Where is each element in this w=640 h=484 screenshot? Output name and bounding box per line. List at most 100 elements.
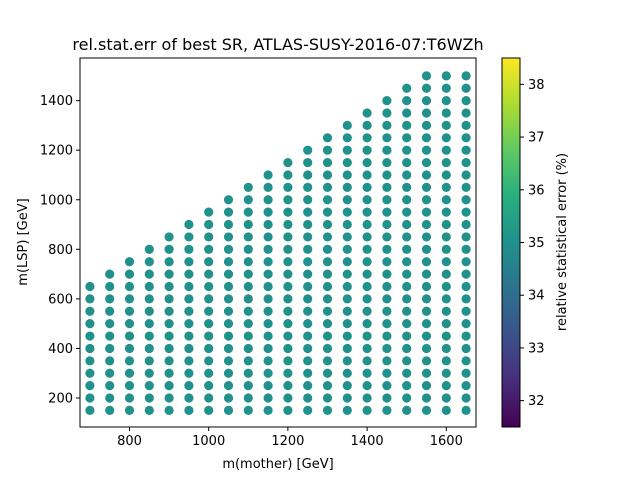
data-point <box>223 343 234 354</box>
data-point <box>184 257 194 267</box>
data-point <box>461 356 471 366</box>
data-point <box>362 331 372 341</box>
data-point <box>263 219 273 230</box>
data-point <box>342 133 352 143</box>
data-point <box>204 207 214 217</box>
data-point <box>204 381 214 391</box>
data-point <box>263 281 273 292</box>
data-point <box>461 182 471 192</box>
data-point <box>322 368 333 378</box>
data-point <box>342 207 352 217</box>
y-axis-ticks: 200 400 600 800 1000 1200 1400 <box>40 94 80 407</box>
data-point <box>204 331 214 341</box>
data-point <box>322 393 333 403</box>
data-point <box>184 319 194 329</box>
data-point <box>402 133 412 143</box>
data-point <box>441 83 451 93</box>
data-point <box>362 319 372 329</box>
data-point <box>402 244 412 254</box>
colorbar <box>501 57 521 428</box>
data-point <box>441 281 451 292</box>
data-point <box>223 269 234 279</box>
data-point <box>263 182 273 192</box>
data-point <box>322 207 333 217</box>
data-point <box>243 281 253 292</box>
data-point <box>461 381 471 391</box>
data-point <box>283 281 293 292</box>
colorbar-tick-label: 35 <box>528 236 545 251</box>
data-point <box>105 306 115 316</box>
data-point <box>382 294 392 304</box>
data-point <box>303 182 313 192</box>
data-point <box>461 368 471 378</box>
x-tick-label: 1600 <box>430 434 463 449</box>
data-point <box>421 108 432 118</box>
data-point <box>402 269 412 279</box>
data-point <box>263 393 273 403</box>
data-point <box>303 269 313 279</box>
data-point <box>421 195 432 205</box>
x-tick-label: 800 <box>117 434 142 449</box>
data-point <box>441 182 451 192</box>
data-point <box>322 182 333 192</box>
data-point <box>342 157 352 168</box>
data-point <box>421 294 432 304</box>
data-point <box>144 405 154 415</box>
data-point <box>342 281 352 292</box>
data-point <box>421 356 432 366</box>
data-point <box>184 381 194 391</box>
data-point <box>243 269 253 279</box>
data-point <box>402 257 412 267</box>
data-point <box>144 257 154 267</box>
data-point <box>402 145 412 155</box>
data-point <box>144 306 154 316</box>
data-point <box>283 393 293 403</box>
data-point <box>223 281 234 292</box>
data-point <box>124 269 135 279</box>
data-point <box>263 368 273 378</box>
data-point <box>223 219 234 230</box>
data-point <box>184 281 194 292</box>
data-point <box>322 356 333 366</box>
data-point <box>322 133 333 143</box>
data-point <box>144 381 154 391</box>
data-point <box>402 294 412 304</box>
data-point <box>124 393 135 403</box>
data-point <box>342 120 352 131</box>
data-point <box>243 405 253 415</box>
data-point <box>184 306 194 316</box>
data-point <box>263 244 273 254</box>
data-point <box>204 232 214 242</box>
data-point <box>85 381 95 391</box>
data-point <box>243 306 253 316</box>
data-point <box>421 170 432 180</box>
data-point <box>362 244 372 254</box>
data-point <box>124 281 135 292</box>
data-point <box>342 393 352 403</box>
data-point <box>322 343 333 354</box>
data-point <box>243 393 253 403</box>
data-point <box>421 71 432 81</box>
data-point <box>283 207 293 217</box>
data-point <box>223 257 234 267</box>
data-point <box>124 356 135 366</box>
data-point <box>184 219 194 230</box>
data-point <box>402 195 412 205</box>
data-point <box>382 244 392 254</box>
data-point <box>164 269 174 279</box>
data-point <box>402 281 412 292</box>
data-point <box>441 294 451 304</box>
data-point <box>105 281 115 292</box>
data-point <box>402 232 412 242</box>
data-point <box>303 356 313 366</box>
data-point <box>322 244 333 254</box>
y-axis-label: m(LSP) [GeV] <box>16 198 31 285</box>
data-point <box>322 219 333 230</box>
data-point <box>461 393 471 403</box>
data-point <box>184 405 194 415</box>
data-point <box>461 83 471 93</box>
data-point <box>382 343 392 354</box>
data-point <box>421 83 432 93</box>
data-point <box>382 356 392 366</box>
